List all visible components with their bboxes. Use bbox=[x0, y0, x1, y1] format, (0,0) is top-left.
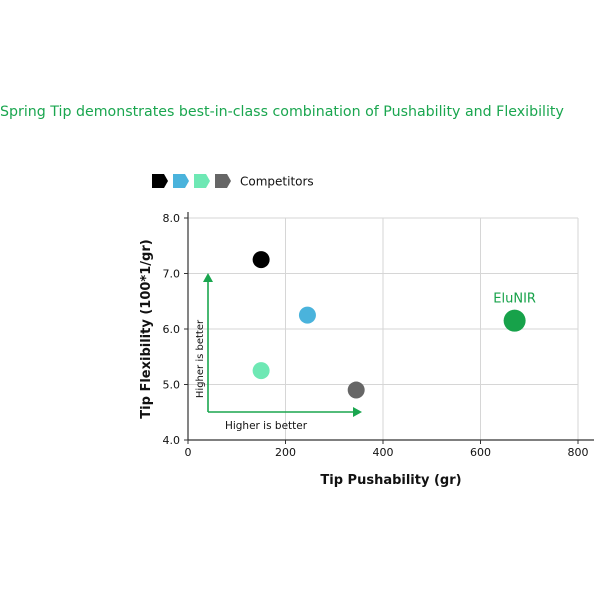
chart-headline: Spring Tip demonstrates best-in-class co… bbox=[0, 104, 564, 120]
y-tick-label: 4.0 bbox=[163, 434, 181, 447]
grid-lines bbox=[188, 217, 579, 440]
point-elunir bbox=[503, 309, 526, 332]
x-tick-label: 600 bbox=[470, 446, 491, 459]
y-tick-label: 5.0 bbox=[163, 379, 181, 392]
horizontal-arrow-label: Higher is better bbox=[225, 420, 308, 432]
legend-swatch bbox=[173, 174, 189, 188]
competitor-point bbox=[347, 381, 365, 399]
legend-label: Competitors bbox=[240, 175, 314, 189]
y-tick-label: 8.0 bbox=[163, 212, 181, 225]
legend-swatch bbox=[152, 174, 168, 188]
data-points: EluNIR bbox=[252, 251, 536, 399]
point-label-elunir: EluNIR bbox=[493, 292, 536, 307]
y-tick-label: 6.0 bbox=[163, 323, 181, 336]
axes bbox=[184, 212, 594, 444]
horizontal-arrow-head bbox=[353, 407, 362, 417]
legend: Competitors bbox=[152, 174, 314, 189]
annotations: Higher is better Higher is better bbox=[195, 273, 362, 432]
tick-labels: 0 200 400 600 800 4.0 5.0 6.0 7.0 8.0 bbox=[163, 212, 589, 459]
competitor-point bbox=[252, 251, 270, 269]
y-axis-label: Tip Flexibility (100*1/gr) bbox=[139, 239, 154, 418]
legend-swatch bbox=[194, 174, 210, 188]
y-tick-label: 7.0 bbox=[163, 268, 181, 281]
vertical-arrow-label: Higher is better bbox=[195, 319, 206, 398]
x-tick-label: 0 bbox=[185, 446, 192, 459]
x-tick-label: 800 bbox=[568, 446, 589, 459]
vertical-arrow-head bbox=[203, 273, 213, 282]
x-tick-label: 200 bbox=[275, 446, 296, 459]
competitor-point bbox=[298, 306, 316, 324]
x-tick-label: 400 bbox=[373, 446, 394, 459]
legend-swatch bbox=[215, 174, 231, 188]
competitor-point bbox=[252, 362, 270, 380]
x-axis-label: Tip Pushability (gr) bbox=[320, 473, 461, 488]
